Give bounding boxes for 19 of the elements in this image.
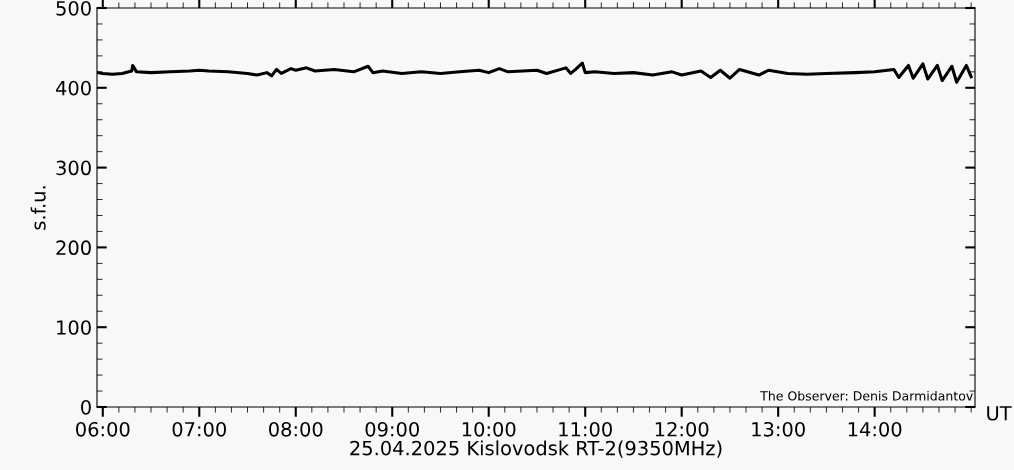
x-tick-label: 10:00: [462, 421, 516, 437]
x-axis-title: 25.04.2025 Kislovodsk RT-2(9350MHz): [350, 440, 722, 458]
x-tick-label: 08:00: [269, 421, 323, 437]
x-tick-label: 07:00: [172, 421, 226, 437]
x-tick-label: 11:00: [559, 421, 612, 437]
y-tick-label: 300: [56, 160, 91, 176]
y-tick-label: 0: [81, 399, 91, 415]
x-tick-label: 13:00: [752, 421, 805, 437]
y-axis-title: s.f.u.: [30, 186, 46, 230]
x-tick-label: 12:00: [655, 421, 709, 437]
x-tick-label: 09:00: [365, 421, 419, 437]
x-tick-label: 06:00: [76, 421, 130, 437]
x-tick-label: 14:00: [848, 421, 902, 437]
text: UT: [987, 406, 1012, 421]
y-tick-label: 400: [55, 80, 91, 96]
y-tick-label: 500: [56, 0, 91, 16]
annotation: The Observer: Denis Darmidantov: [760, 390, 973, 401]
y-tick-label: 100: [57, 320, 91, 335]
y-tick-label: 200: [56, 240, 91, 256]
